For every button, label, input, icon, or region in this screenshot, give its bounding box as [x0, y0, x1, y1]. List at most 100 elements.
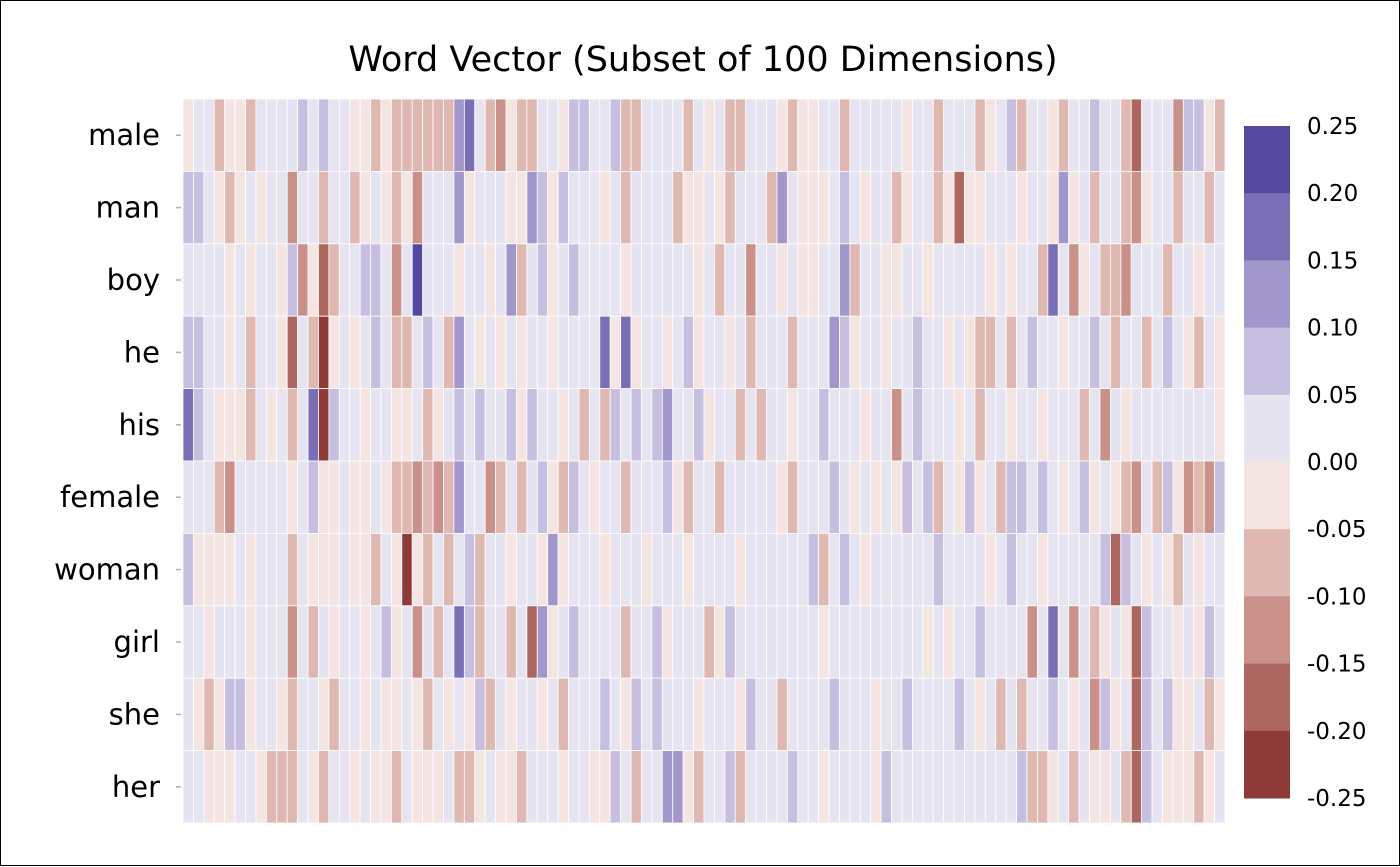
- heatmap-cell: [859, 98, 872, 172]
- heatmap-cell: [1182, 605, 1195, 679]
- heatmap-cell: [1005, 170, 1017, 245]
- colorbar-band: [1244, 193, 1290, 261]
- heatmap-cell: [193, 315, 205, 390]
- heatmap-cell: [432, 605, 444, 679]
- heatmap-cell: [422, 605, 434, 679]
- heatmap-cell: [818, 460, 830, 534]
- heatmap-cell: [557, 750, 569, 824]
- heatmap-cell: [234, 677, 246, 752]
- heatmap-cell: [755, 533, 767, 607]
- heatmap-cell: [245, 243, 257, 317]
- heatmap-cell: [1203, 677, 1215, 752]
- heatmap-cell: [557, 677, 569, 752]
- heatmap-cell: [682, 170, 694, 245]
- heatmap-cell: [307, 605, 319, 679]
- heatmap-cell: [776, 533, 788, 607]
- heatmap-cell: [776, 243, 788, 317]
- heatmap-cell: [1214, 243, 1226, 317]
- heatmap-cell: [1016, 315, 1028, 390]
- heatmap-cell: [203, 750, 215, 824]
- heatmap-cell: [568, 243, 580, 317]
- heatmap-cell: [714, 677, 726, 752]
- heatmap-cell: [974, 170, 986, 245]
- heatmap-cell: [1037, 170, 1049, 245]
- heatmap-cell: [1026, 677, 1038, 752]
- heatmap-cell: [693, 677, 705, 752]
- heatmap-cell: [453, 388, 465, 462]
- heatmap-cell: [411, 460, 424, 534]
- heatmap-cell: [359, 677, 371, 752]
- heatmap-cell: [1005, 533, 1017, 607]
- heatmap-cell: [714, 533, 726, 607]
- heatmap-cell: [901, 750, 913, 824]
- heatmap-cell: [568, 533, 580, 607]
- heatmap-cell: [849, 388, 861, 462]
- heatmap-cell: [745, 677, 757, 752]
- heatmap-cell: [484, 315, 496, 390]
- heatmap-cell: [265, 243, 278, 317]
- heatmap-cell: [703, 315, 715, 390]
- heatmap-cell: [484, 750, 496, 824]
- heatmap-cell: [1005, 677, 1017, 752]
- heatmap-cell: [745, 98, 757, 172]
- heatmap-cell: [964, 460, 976, 534]
- heatmap-cell: [1078, 460, 1090, 534]
- heatmap-cell: [964, 605, 976, 679]
- heatmap-cell: [245, 677, 257, 752]
- heatmap-cell: [193, 605, 205, 679]
- heatmap-cell: [849, 460, 861, 534]
- heatmap-cell: [1162, 98, 1174, 172]
- heatmap-cell: [307, 388, 319, 462]
- heatmap-cell: [557, 315, 569, 390]
- heatmap-cell: [1182, 170, 1195, 245]
- heatmap-cell: [505, 98, 517, 172]
- heatmap-cell: [297, 750, 309, 824]
- heatmap-cell: [224, 750, 236, 824]
- heatmap-cell: [609, 388, 622, 462]
- heatmap-cell: [786, 677, 799, 752]
- heatmap-cell: [1203, 315, 1215, 390]
- heatmap-cell: [620, 533, 632, 607]
- heatmap-cell: [1047, 170, 1059, 245]
- heatmap-cell: [245, 605, 257, 679]
- heatmap-cell: [370, 170, 382, 245]
- heatmap-cell: [984, 750, 997, 824]
- heatmap-cell: [432, 750, 444, 824]
- heatmap-cell: [974, 315, 986, 390]
- heatmap-cell: [901, 315, 913, 390]
- heatmap-cell: [380, 98, 392, 172]
- heatmap-cell: [349, 750, 361, 824]
- heatmap-cell: [1203, 243, 1215, 317]
- heatmap-cell: [1162, 243, 1174, 317]
- heatmap-cell: [891, 388, 903, 462]
- heatmap-cell: [234, 605, 246, 679]
- heatmap-cell: [953, 243, 965, 317]
- heatmap-cell: [870, 605, 882, 679]
- heatmap-cell: [651, 170, 663, 245]
- heatmap-cell: [693, 533, 705, 607]
- heatmap-cell: [766, 170, 778, 245]
- heatmap-cell: [766, 533, 778, 607]
- heatmap-cell: [422, 315, 434, 390]
- heatmap-cell: [1068, 315, 1080, 390]
- heatmap-cell: [932, 605, 945, 679]
- heatmap-cell: [901, 243, 913, 317]
- heatmap-cell: [661, 533, 674, 607]
- heatmap-cell: [411, 170, 424, 245]
- heatmap-cell: [203, 460, 215, 534]
- heatmap-cell: [474, 388, 486, 462]
- heatmap-cell: [891, 460, 903, 534]
- heatmap-cell: [422, 170, 434, 245]
- heatmap-cell: [1214, 388, 1226, 462]
- heatmap-cell: [1078, 98, 1090, 172]
- heatmap-cell: [1162, 388, 1174, 462]
- heatmap-cell: [797, 315, 809, 390]
- heatmap-cell: [370, 388, 382, 462]
- heatmap-cell: [1037, 533, 1049, 607]
- heatmap-cell: [1193, 677, 1205, 752]
- heatmap-cell: [536, 750, 549, 824]
- heatmap-cell: [1193, 533, 1205, 607]
- heatmap-cell: [766, 677, 778, 752]
- heatmap-cell: [912, 388, 924, 462]
- heatmap-cell: [849, 605, 861, 679]
